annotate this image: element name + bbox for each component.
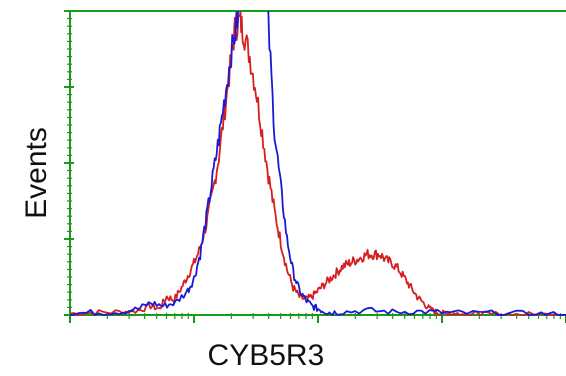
x-axis-ticks [69,313,566,323]
series-line-1 [70,11,566,316]
x-axis-label: CYB5R3 [208,339,325,372]
y-axis-ticks [64,10,74,316]
series-layer [70,11,566,316]
plot-frame [69,10,566,316]
y-axis-label: Events [20,127,53,219]
series-line-2 [70,11,566,316]
